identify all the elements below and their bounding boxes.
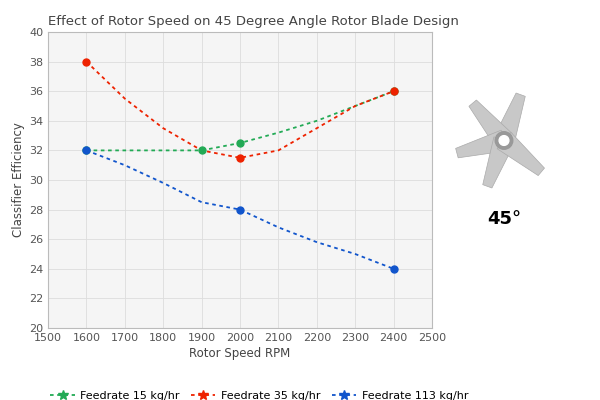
Text: Effect of Rotor Speed on 45 Degree Angle Rotor Blade Design: Effect of Rotor Speed on 45 Degree Angle… bbox=[48, 15, 459, 28]
Y-axis label: Classifier Efficiency: Classifier Efficiency bbox=[12, 122, 25, 238]
Polygon shape bbox=[497, 132, 544, 176]
Polygon shape bbox=[483, 137, 514, 188]
Polygon shape bbox=[494, 93, 525, 144]
Legend: Feedrate 15 kg/hr, Feedrate 35 kg/hr, Feedrate 113 kg/hr: Feedrate 15 kg/hr, Feedrate 35 kg/hr, Fe… bbox=[46, 386, 472, 400]
X-axis label: Rotor Speed RPM: Rotor Speed RPM bbox=[190, 347, 290, 360]
Circle shape bbox=[499, 136, 509, 145]
Circle shape bbox=[495, 132, 513, 149]
Polygon shape bbox=[469, 100, 512, 147]
Text: 45°: 45° bbox=[487, 210, 521, 228]
Polygon shape bbox=[455, 130, 507, 158]
